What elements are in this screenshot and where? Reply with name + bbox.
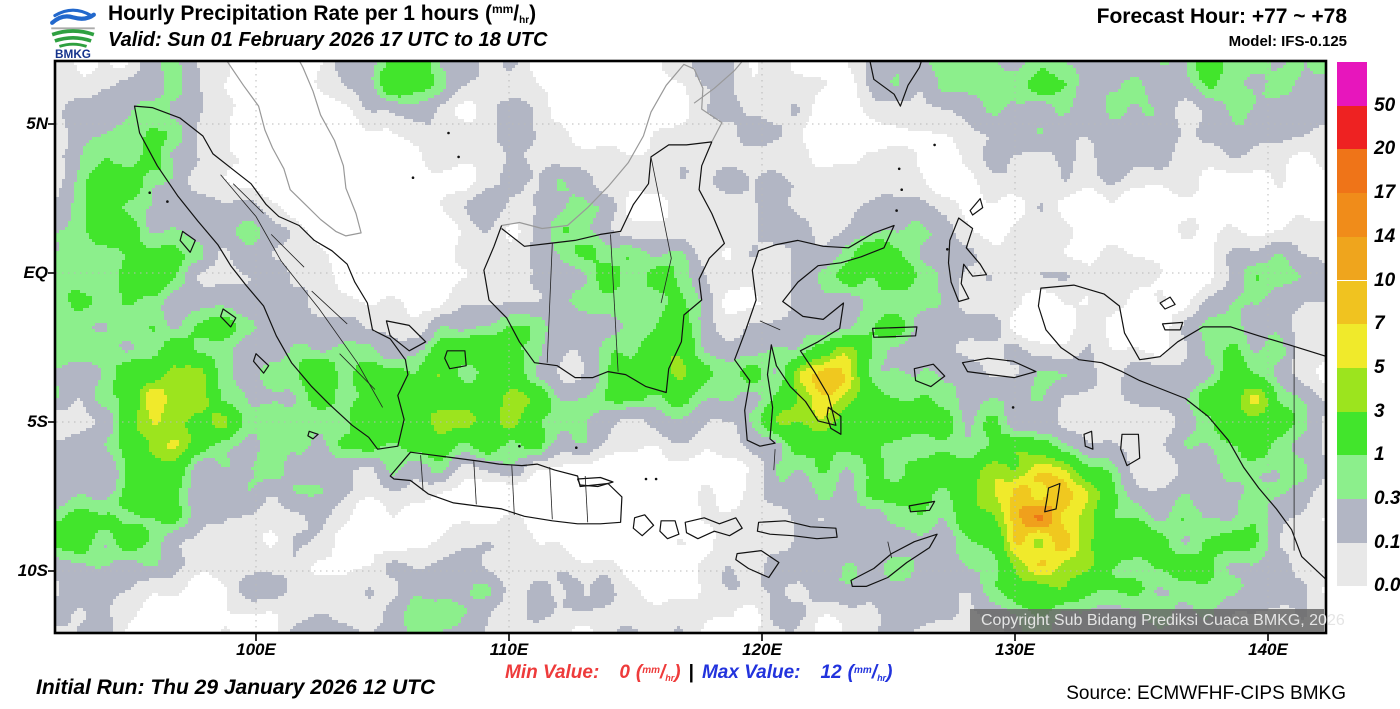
legend-swatch xyxy=(1337,411,1367,456)
legend-swatch xyxy=(1337,193,1367,237)
source-label: Source: ECMWFHF-CIPS BMKG xyxy=(1066,683,1346,704)
legend-label: 17 xyxy=(1374,182,1396,204)
legend-label: 3 xyxy=(1374,400,1385,422)
logo-text: BMKG xyxy=(55,48,91,60)
x-tick-label: 140E xyxy=(1248,640,1288,659)
legend-label: 14 xyxy=(1374,225,1396,247)
initial-run-label: Initial Run: Thu 29 January 2026 12 UTC xyxy=(36,676,436,699)
legend-label: 50 xyxy=(1374,94,1396,116)
logo-cloud-arc-icon xyxy=(53,8,93,18)
legend-swatch xyxy=(1337,324,1367,368)
legend-swatch xyxy=(1337,105,1367,150)
legend-swatch xyxy=(1337,236,1367,281)
valid-subtitle: Valid: Sun 01 February 2026 17 UTC to 18… xyxy=(108,29,548,51)
logo-green-wave2-icon xyxy=(54,35,92,43)
min-value: 0 xyxy=(619,662,630,683)
legend-swatch xyxy=(1337,455,1367,499)
precipitation-field-canvas xyxy=(56,62,1325,632)
legend-swatch xyxy=(1337,499,1367,543)
legend-swatch xyxy=(1337,542,1367,587)
title-unit: (mm/hr) xyxy=(484,2,537,26)
max-value-label: Max Value: xyxy=(701,662,801,683)
legend-label: 0.1 xyxy=(1374,531,1400,553)
legend-label: 0.01 xyxy=(1374,575,1400,597)
bmkg-logo: BMKG xyxy=(50,8,96,60)
x-tick-label: 120E xyxy=(742,640,782,659)
logo-wave-icon xyxy=(50,12,96,25)
legend-label: 5 xyxy=(1374,356,1385,378)
x-tick-label: 110E xyxy=(489,640,529,659)
page-title: Hourly Precipitation Rate per 1 hours (m… xyxy=(108,2,536,26)
y-tick-label: 10S xyxy=(17,561,48,580)
legend-swatch xyxy=(1337,149,1367,194)
legend-swatch xyxy=(1337,367,1367,412)
legend-label: 0.3 xyxy=(1374,488,1400,509)
legend-label: 20 xyxy=(1374,138,1396,160)
legend-label: 10 xyxy=(1374,269,1396,291)
legend-label: 7 xyxy=(1374,313,1385,335)
model-label: Model: IFS-0.125 xyxy=(1228,33,1347,50)
title-text: Hourly Precipitation Rate per 1 hours xyxy=(108,2,480,25)
max-value-unit: (mm/hr) xyxy=(847,662,893,683)
legend-label: 1 xyxy=(1374,444,1385,466)
y-tick-label: 5S xyxy=(27,412,48,431)
max-value: 12 xyxy=(820,662,842,683)
min-value-label: Min Value: xyxy=(505,662,600,683)
min-value-unit: (mm/hr) xyxy=(635,662,681,683)
y-tick-label: 5N xyxy=(26,114,48,133)
legend-swatch xyxy=(1337,62,1367,106)
y-tick-label: EQ xyxy=(23,263,48,282)
x-tick-label: 130E xyxy=(995,640,1035,659)
value-separator: | xyxy=(688,662,694,683)
copyright-badge: Copyright Sub Bidang Prediksi Cuaca BMKG… xyxy=(970,609,1345,632)
forecast-hour: Forecast Hour: +77 ~ +78 xyxy=(1096,5,1347,28)
legend-swatch xyxy=(1337,280,1367,325)
logo-green-wave3-icon xyxy=(58,42,88,48)
x-tick-label: 100E xyxy=(236,640,276,659)
logo-green-wave-icon xyxy=(51,29,95,37)
min-max-values: Min Value: 0 (mm/hr) | Max Value: 12 (mm/hr) xyxy=(505,662,892,684)
